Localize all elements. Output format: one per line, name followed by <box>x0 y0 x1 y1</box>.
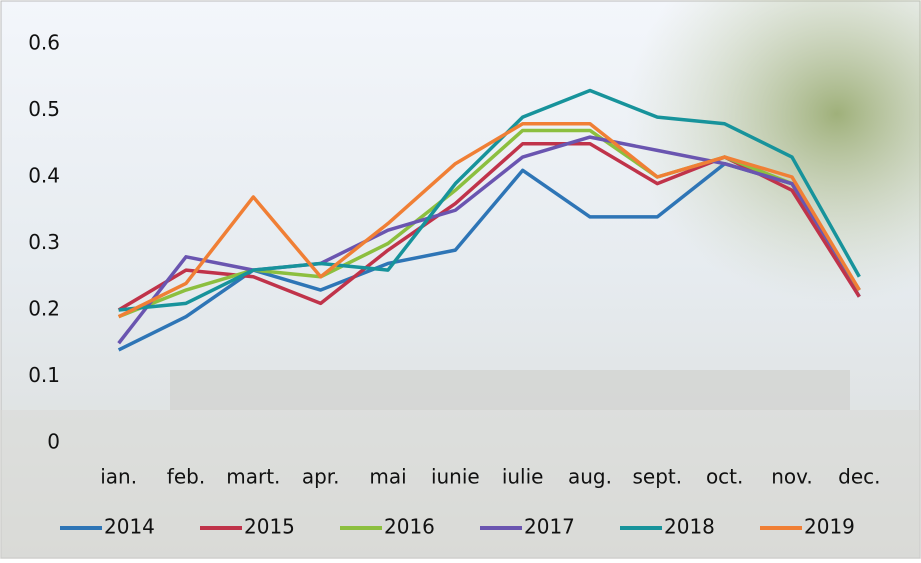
y-tick-label: 0.5 <box>28 97 60 121</box>
y-tick-label: 0.6 <box>28 31 60 55</box>
line-series <box>117 135 861 345</box>
legend-label: 2016 <box>384 515 435 539</box>
y-tick-label: 0.1 <box>28 363 60 387</box>
background-stone <box>170 370 850 410</box>
y-tick-label: 0.3 <box>28 230 60 254</box>
legend-label: 2018 <box>664 515 715 539</box>
legend-label: 2017 <box>524 515 575 539</box>
x-tick-label: iunie <box>431 465 480 489</box>
x-tick-label: mai <box>369 465 406 489</box>
legend-label: 2014 <box>104 515 155 539</box>
x-tick-label: sept. <box>633 465 683 489</box>
x-tick-label: nov. <box>771 465 813 489</box>
line-series <box>118 88 861 312</box>
y-tick-label: 0.4 <box>28 164 60 188</box>
x-tick-label: dec. <box>838 465 880 489</box>
legend-label: 2019 <box>804 515 855 539</box>
legend-label: 2015 <box>244 515 295 539</box>
x-tick-label: feb. <box>167 465 205 489</box>
x-tick-label: ian. <box>100 465 137 489</box>
y-tick-label: 0 <box>47 430 60 454</box>
background-ground <box>0 410 921 559</box>
line-series <box>117 122 861 319</box>
x-tick-label: mart. <box>226 465 280 489</box>
x-tick-label: iulie <box>502 465 544 489</box>
x-tick-label: oct. <box>706 465 743 489</box>
x-tick-label: apr. <box>302 465 340 489</box>
y-tick-label: 0.2 <box>28 297 60 321</box>
x-tick-label: aug. <box>568 465 612 489</box>
background-trees <box>500 0 921 380</box>
